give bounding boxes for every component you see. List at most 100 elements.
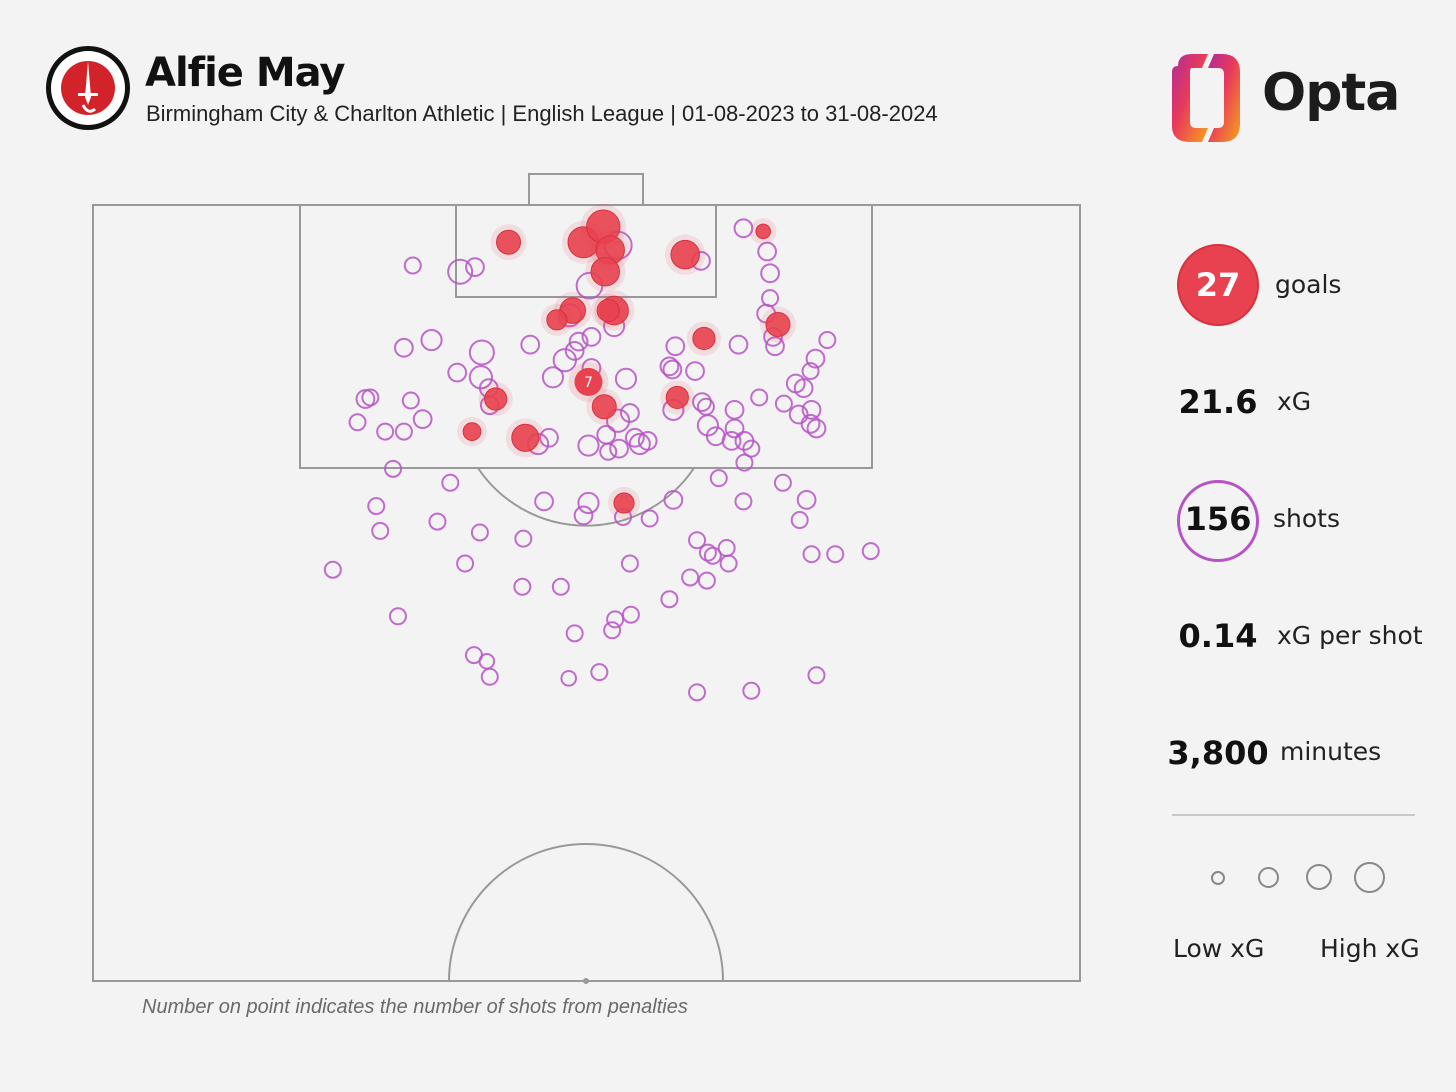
shot-point (599, 442, 618, 461)
shot-point (465, 257, 485, 277)
opta-wordmark: Opta (1262, 63, 1400, 123)
shot-point (367, 497, 386, 516)
legend-dot-s (1258, 867, 1279, 888)
shot-point (662, 359, 683, 380)
shots-value: 156 (1184, 500, 1252, 538)
shot-point (750, 388, 769, 407)
player-name: Alfie May (145, 50, 345, 96)
goals-value: 27 (1195, 266, 1241, 304)
shot-point (384, 459, 403, 478)
legend-dot-l (1354, 862, 1385, 893)
shot-point (620, 554, 639, 573)
xg-per-shot-label: xG per shot (1277, 621, 1423, 650)
shot-point (801, 362, 820, 381)
shot-point (826, 545, 845, 564)
shot-point (773, 473, 792, 492)
shot-point (441, 473, 460, 492)
shot-point (552, 348, 577, 373)
goal-point (546, 309, 568, 331)
shot-point (603, 621, 622, 640)
opta-logo-icon (1172, 54, 1240, 142)
shot-point (681, 568, 700, 587)
shot-point (470, 523, 489, 542)
shot-point (388, 607, 407, 626)
shot-point (665, 336, 686, 357)
shot-point (401, 391, 420, 410)
shot-point (513, 577, 532, 596)
shot-point (774, 394, 793, 413)
shot-point (800, 413, 821, 434)
shot-point (796, 490, 817, 510)
shot-point (818, 331, 837, 350)
shot-point (403, 256, 422, 275)
pitch-lines (92, 173, 1081, 984)
shot-point (724, 399, 745, 420)
shot-point (564, 341, 585, 361)
shot-point (565, 624, 584, 643)
shot-point (697, 571, 716, 590)
legend-dot-xs (1211, 871, 1225, 885)
shot-point (371, 521, 390, 540)
shot-point (802, 545, 821, 564)
penalty-arc (477, 467, 695, 527)
goal-point (484, 387, 508, 411)
shot-point (428, 512, 447, 531)
shot-point (568, 331, 589, 352)
charlton-athletic-badge (46, 46, 130, 130)
chart-subtitle: Birmingham City & Charlton Athletic | En… (146, 101, 938, 126)
shot-point (806, 418, 827, 439)
xg-label: xG (1277, 387, 1312, 416)
goal-point (496, 229, 522, 255)
shot-point (660, 590, 679, 609)
shot-point (412, 409, 433, 430)
goals-layer (457, 204, 796, 520)
shot-point (605, 408, 631, 433)
shot-point (551, 577, 570, 596)
goal-point (462, 422, 482, 441)
shot-point (323, 560, 342, 579)
minutes-value: 3,800 (1167, 734, 1269, 772)
shot-point (394, 337, 414, 358)
shot-point (520, 334, 541, 355)
legend-dot-m (1306, 864, 1332, 890)
shot-point (468, 339, 495, 366)
shot-point (801, 399, 822, 420)
shot-point (861, 542, 880, 561)
shot-point (717, 538, 736, 557)
penalty-layer: 7 (568, 361, 609, 402)
shot-point (596, 424, 617, 445)
shot-point (805, 348, 826, 369)
shots-label: shots (1273, 504, 1340, 533)
shot-point (688, 683, 707, 702)
goal-point (511, 423, 540, 452)
shot-point (447, 362, 468, 383)
shot-point (793, 378, 814, 399)
shot-point (361, 388, 380, 407)
xg-per-shot-value: 0.14 (1178, 617, 1258, 655)
penalty-count-label: 7 (584, 375, 593, 391)
shot-point (577, 491, 600, 515)
shots-circle (1177, 480, 1259, 562)
shot-point (790, 511, 809, 530)
goal-point (755, 223, 771, 240)
xg-value: 21.6 (1178, 383, 1258, 421)
shot-point (581, 327, 602, 347)
shot-point (420, 328, 443, 352)
goal-point (670, 239, 700, 270)
goals-circle (1177, 244, 1259, 326)
centre-circle (448, 843, 724, 982)
shot-point (760, 263, 780, 284)
shot-point (573, 505, 594, 526)
shot-point (698, 543, 717, 562)
shot-point (456, 554, 475, 573)
shot-point (609, 438, 629, 459)
goal-point (692, 326, 716, 351)
shot-point (703, 546, 722, 565)
goal-point (765, 312, 791, 338)
shot-point (624, 427, 645, 448)
goal-point (596, 298, 620, 323)
legend-high-label: High xG (1320, 934, 1420, 963)
penalty-point (574, 367, 603, 396)
goal-point (590, 256, 621, 287)
